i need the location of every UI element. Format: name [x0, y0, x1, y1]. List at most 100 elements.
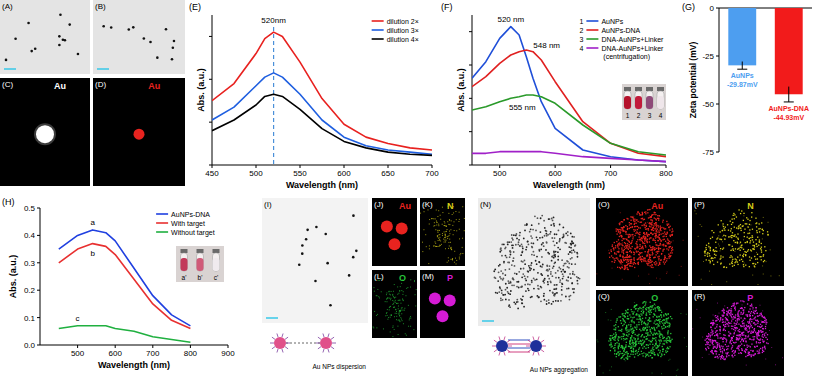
- signal-dot: [745, 255, 746, 256]
- aggregate-particle: [507, 243, 509, 245]
- signal-dot: [646, 241, 647, 242]
- aggregate-particle: [567, 280, 569, 282]
- signal-dot: [632, 246, 633, 247]
- signal-dot: [623, 238, 624, 239]
- signal-dot: [389, 307, 390, 308]
- aggregate-particle: [561, 294, 563, 296]
- signal-dot: [757, 284, 758, 285]
- signal-dot: [396, 311, 397, 312]
- aggregate-particle: [548, 278, 550, 280]
- signal-dot: [622, 267, 623, 268]
- signal-dot: [654, 233, 655, 234]
- aggregate-particle: [554, 237, 556, 239]
- signal-dot: [623, 351, 624, 352]
- signal-dot: [450, 242, 451, 243]
- signal-dot: [645, 246, 646, 247]
- signal-dot: [767, 234, 768, 235]
- signal-dot: [645, 227, 646, 228]
- aggregate-particle: [558, 230, 560, 232]
- signal-dot: [394, 306, 395, 307]
- signal-dot: [630, 327, 631, 328]
- aggregate-particle: [540, 287, 542, 289]
- signal-dot: [450, 229, 451, 230]
- aggregate-particle: [504, 269, 506, 271]
- signal-dot: [652, 249, 653, 250]
- particle-glow: [34, 123, 56, 145]
- aggregate-particle: [567, 231, 569, 233]
- aggregate-particle: [549, 290, 551, 292]
- aggregate-particle: [522, 273, 524, 275]
- signal-dot: [753, 248, 754, 249]
- aggregate-particle: [557, 259, 559, 261]
- signal-dot: [630, 263, 631, 264]
- signal-dot: [642, 247, 643, 248]
- signal-dot: [405, 295, 406, 296]
- signal-dot: [437, 232, 438, 233]
- signal-dot: [659, 232, 660, 233]
- signal-dot: [665, 228, 666, 229]
- signal-dot: [751, 212, 752, 213]
- signal-dot: [660, 248, 661, 249]
- signal-dot: [398, 313, 399, 314]
- signal-dot: [626, 265, 627, 266]
- aggregate-particle: [538, 223, 540, 225]
- aggregate-particle: [566, 260, 568, 262]
- signal-dot: [634, 226, 635, 227]
- signal-dot: [625, 231, 626, 232]
- signal-dot: [756, 230, 757, 231]
- signal-dot: [652, 254, 653, 255]
- signal-dot: [460, 253, 461, 254]
- signal-dot: [415, 294, 416, 295]
- aggregate-particle: [516, 281, 518, 283]
- signal-dot: [636, 247, 637, 248]
- particle: [68, 23, 71, 26]
- dna-strand: [541, 340, 544, 342]
- signal-dot: [623, 226, 624, 227]
- aggregate-particle: [515, 244, 517, 246]
- signal-dot: [736, 216, 737, 217]
- signal-dot: [630, 243, 631, 244]
- signal-dot: [668, 330, 669, 331]
- signal-dot: [399, 290, 400, 291]
- signal-dot: [755, 264, 756, 265]
- aggregate-particle: [555, 272, 557, 274]
- signal-dot: [611, 366, 612, 367]
- signal-dot: [645, 211, 646, 212]
- signal-dot: [436, 246, 437, 247]
- signal-dot: [662, 233, 663, 234]
- signal-dot: [751, 250, 752, 251]
- signal-dot: [640, 253, 641, 254]
- aggregate-particle: [565, 262, 567, 264]
- signal-dot: [647, 239, 648, 240]
- signal-dot: [386, 312, 387, 313]
- aggregate-particle: [571, 241, 573, 243]
- particle: [301, 244, 304, 247]
- dna-strand: [528, 340, 531, 342]
- signal-dot: [636, 220, 637, 221]
- signal-dot: [662, 221, 663, 222]
- signal-dot: [748, 249, 749, 250]
- aggregate-particle: [559, 238, 561, 240]
- dna-strand: [504, 336, 505, 340]
- signal-dot: [722, 223, 723, 224]
- signal-dot: [646, 233, 647, 234]
- aggregate-particle: [531, 242, 533, 244]
- aggregate-particle: [528, 289, 530, 291]
- signal-dot: [616, 230, 617, 231]
- particle: [102, 25, 105, 28]
- aggregate-particle: [523, 306, 525, 308]
- aggregate-particle: [555, 300, 557, 302]
- signal-dot: [437, 230, 438, 231]
- signal-dot: [719, 245, 720, 246]
- particle: [149, 41, 152, 44]
- signal-dot: [655, 261, 656, 262]
- signal-dot: [434, 245, 435, 246]
- aggregate-particle: [546, 242, 548, 244]
- signal-dot: [439, 246, 440, 247]
- signal-dot: [639, 244, 640, 245]
- signal-dot: [401, 313, 402, 314]
- signal-dot: [732, 235, 733, 236]
- signal-dot: [392, 295, 393, 296]
- signal-dot: [638, 276, 639, 277]
- signal-dot: [750, 224, 751, 225]
